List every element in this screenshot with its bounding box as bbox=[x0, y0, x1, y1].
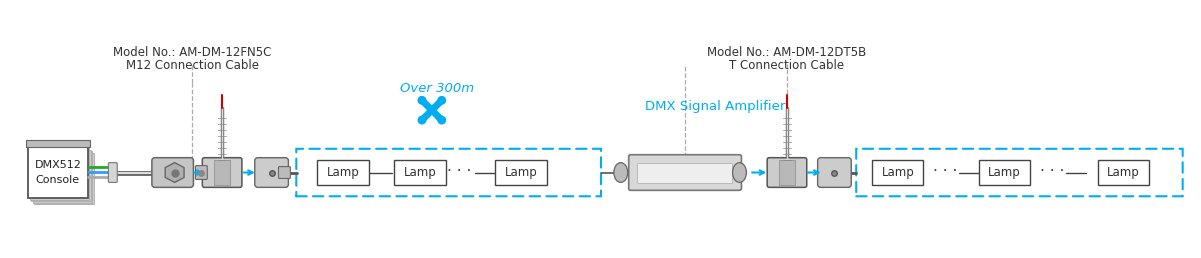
FancyBboxPatch shape bbox=[29, 147, 88, 198]
FancyBboxPatch shape bbox=[767, 158, 807, 187]
FancyBboxPatch shape bbox=[255, 158, 288, 187]
FancyBboxPatch shape bbox=[151, 158, 193, 187]
Text: Lamp: Lamp bbox=[504, 166, 537, 179]
Text: Lamp: Lamp bbox=[1107, 166, 1140, 179]
FancyBboxPatch shape bbox=[30, 148, 89, 200]
FancyBboxPatch shape bbox=[196, 166, 208, 180]
FancyBboxPatch shape bbox=[202, 158, 241, 187]
Text: Model No.: AM-DM-12FN5C: Model No.: AM-DM-12FN5C bbox=[113, 46, 271, 59]
Text: · · ·: · · · bbox=[447, 164, 472, 179]
FancyBboxPatch shape bbox=[26, 140, 90, 147]
Text: M12 Connection Cable: M12 Connection Cable bbox=[126, 59, 259, 72]
FancyBboxPatch shape bbox=[628, 155, 741, 190]
FancyBboxPatch shape bbox=[32, 151, 92, 203]
Ellipse shape bbox=[733, 163, 746, 182]
Bar bbox=[1098, 160, 1149, 186]
FancyBboxPatch shape bbox=[34, 153, 94, 204]
Text: T Connection Cable: T Connection Cable bbox=[729, 59, 844, 72]
Bar bbox=[979, 160, 1030, 186]
FancyBboxPatch shape bbox=[214, 160, 231, 186]
Text: Lamp: Lamp bbox=[327, 166, 359, 179]
Text: Lamp: Lamp bbox=[882, 166, 914, 179]
Text: Lamp: Lamp bbox=[404, 166, 436, 179]
Text: Over 300m: Over 300m bbox=[400, 82, 474, 95]
Circle shape bbox=[418, 116, 426, 125]
Text: · · ·: · · · bbox=[1040, 164, 1064, 179]
Bar bbox=[394, 160, 446, 186]
Bar bbox=[317, 160, 369, 186]
Ellipse shape bbox=[614, 163, 628, 182]
FancyBboxPatch shape bbox=[31, 150, 90, 201]
Bar bbox=[872, 160, 924, 186]
Text: DMX512
Console: DMX512 Console bbox=[35, 160, 82, 185]
FancyBboxPatch shape bbox=[108, 163, 118, 182]
Text: DMX Signal Amplifier: DMX Signal Amplifier bbox=[645, 100, 785, 113]
Circle shape bbox=[418, 96, 426, 105]
FancyBboxPatch shape bbox=[779, 160, 795, 186]
Text: Lamp: Lamp bbox=[988, 166, 1021, 179]
Circle shape bbox=[437, 116, 447, 125]
Bar bbox=[495, 160, 546, 186]
Circle shape bbox=[437, 96, 447, 105]
Polygon shape bbox=[166, 163, 184, 182]
Text: Model No.: AM-DM-12DT5B: Model No.: AM-DM-12DT5B bbox=[707, 46, 867, 59]
Text: · · ·: · · · bbox=[933, 164, 957, 179]
FancyBboxPatch shape bbox=[638, 164, 733, 183]
FancyBboxPatch shape bbox=[818, 158, 852, 187]
FancyBboxPatch shape bbox=[279, 167, 291, 179]
